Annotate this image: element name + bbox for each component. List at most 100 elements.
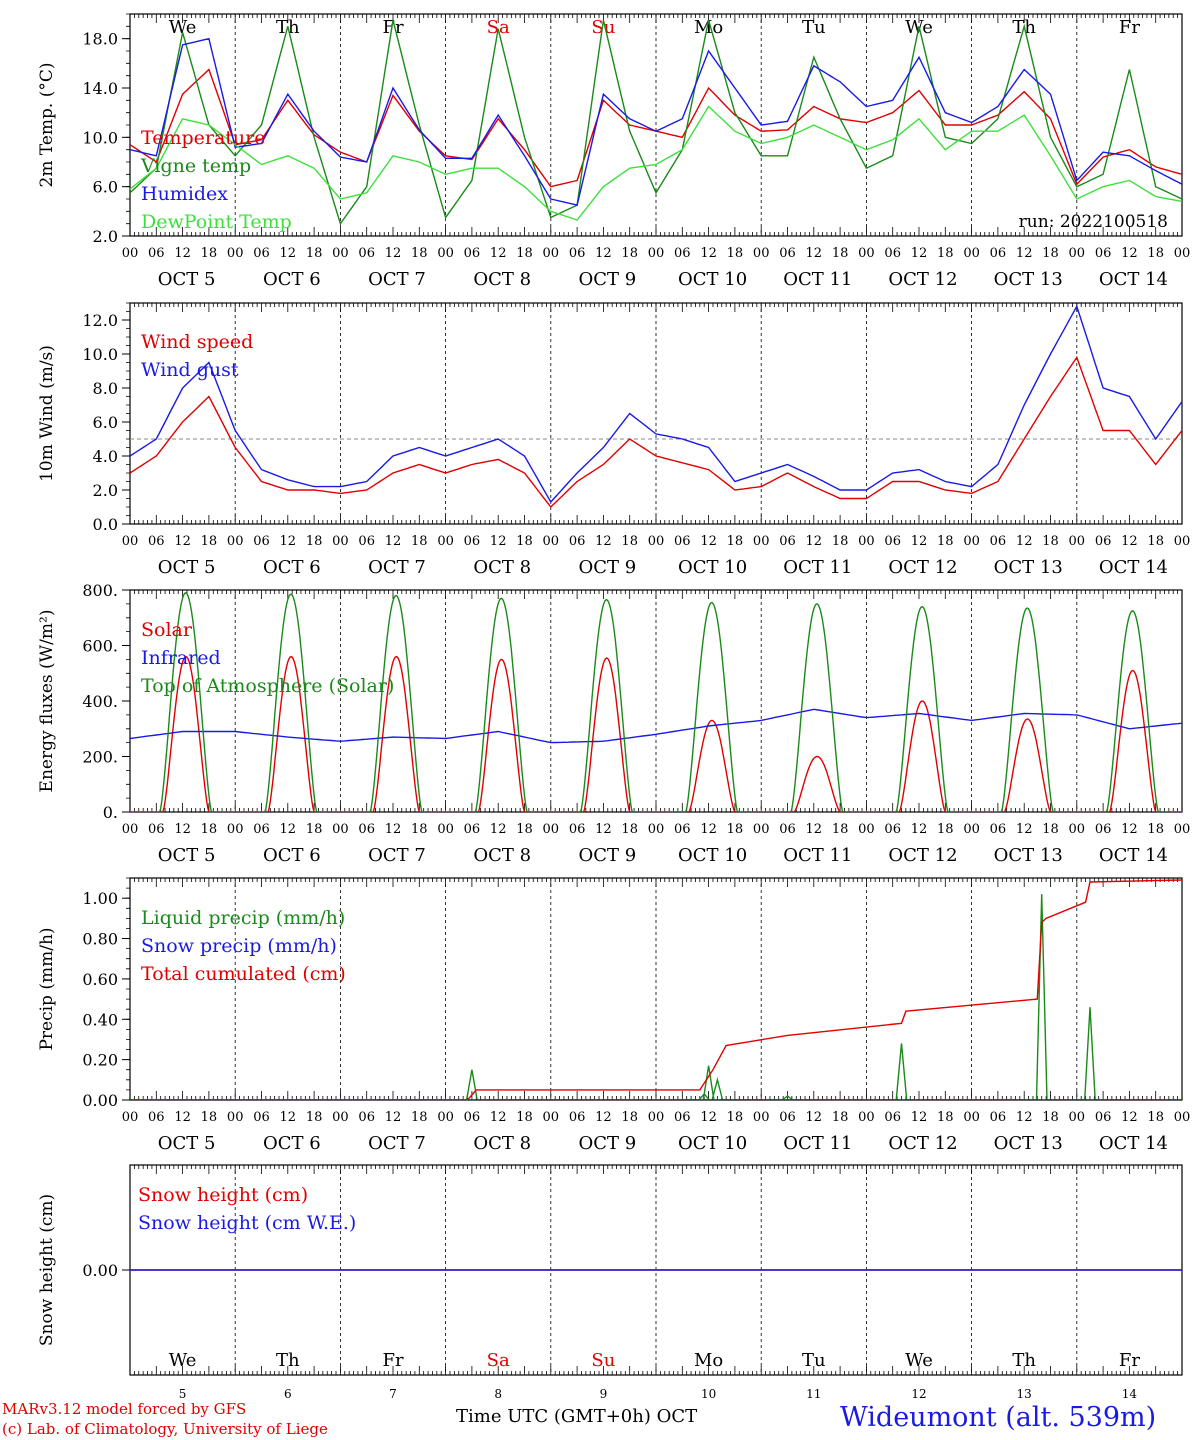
legend-entry: Vigne temp [140, 155, 251, 177]
hour-tick-label: 06 [148, 1110, 165, 1125]
hour-tick-label: 00 [332, 822, 349, 837]
weekday-label: Fr [1119, 17, 1140, 38]
hour-tick-label: 06 [569, 822, 586, 837]
hour-tick-label: 00 [1069, 1110, 1086, 1125]
hour-tick-label: 06 [779, 534, 796, 549]
y-tick-label: 800. [82, 581, 118, 600]
series-group [130, 20, 1182, 226]
hour-tick-label: 12 [1121, 246, 1138, 261]
hour-tick-label: 06 [148, 534, 165, 549]
hour-tick-label: 12 [806, 1110, 823, 1125]
y-tick-label: 600. [82, 637, 118, 656]
date-label: OCT 5 [158, 557, 216, 578]
hour-tick-label: 06 [464, 534, 481, 549]
hour-tick-label: 00 [963, 822, 980, 837]
hour-tick-label: 18 [306, 534, 323, 549]
credit-model: MARv3.12 model forced by GFS [2, 1400, 247, 1418]
hour-tick-label: 18 [727, 534, 744, 549]
weekday-label: Mo [694, 1350, 723, 1371]
date-label: OCT 8 [473, 1133, 531, 1154]
legend-entry: DewPoint Temp [141, 211, 292, 233]
date-label: OCT 9 [579, 1133, 637, 1154]
hour-tick-label: 00 [1069, 822, 1086, 837]
date-label: OCT 14 [1099, 557, 1168, 578]
weekday-label: Sa [487, 17, 510, 38]
weekday-label: Su [591, 1350, 615, 1371]
date-label: OCT 6 [263, 557, 321, 578]
hour-tick-label: 00 [858, 534, 875, 549]
y-minor-ticks [126, 302, 130, 525]
hour-tick-label: 12 [595, 246, 612, 261]
date-label: OCT 13 [994, 269, 1063, 290]
hour-tick-label: 18 [201, 822, 218, 837]
hour-tick-label: 00 [753, 534, 770, 549]
series-line-humidex [130, 37, 1182, 207]
hour-tick-label: 18 [306, 822, 323, 837]
weekday-label: Th [276, 1350, 300, 1371]
hour-tick-label: 06 [1095, 246, 1112, 261]
date-label: OCT 8 [473, 269, 531, 290]
y-tick-label: 2.0 [93, 481, 118, 500]
station-name: Wideumont (alt. 539m) [840, 1402, 1157, 1433]
hour-tick-label: 12 [806, 822, 823, 837]
hour-tick-label: 06 [253, 822, 270, 837]
panel-5: 0.00 Snow height (cm) We Th Fr Sa Su Mo Tu We Th Fr… [37, 1164, 1183, 1401]
hour-tick-label: 18 [411, 534, 428, 549]
legend-entry: Humidex [141, 183, 228, 205]
hour-tick-label: 06 [1095, 1110, 1112, 1125]
y-tick-label: 1.00 [82, 889, 118, 908]
y-tick-label: 10.0 [82, 345, 118, 364]
hour-tick-label: 06 [148, 822, 165, 837]
hour-tick-label: 12 [385, 246, 402, 261]
series-line-top-of-atmosphere-solar [130, 591, 1182, 812]
hour-tick-label: 06 [884, 534, 901, 549]
date-label: OCT 5 [158, 845, 216, 866]
day-number-label: 9 [600, 1387, 608, 1401]
hour-tick-label: 12 [911, 822, 928, 837]
hour-tick-label: 00 [122, 246, 139, 261]
y-tick-label: 4.0 [93, 447, 118, 466]
y-tick-label: 2.0 [93, 227, 118, 246]
hour-tick-label: 00 [858, 822, 875, 837]
day-number-label: 6 [284, 1387, 292, 1401]
weekday-label: We [169, 17, 197, 38]
hour-tick-label: 00 [543, 822, 560, 837]
hour-tick-label: 18 [1042, 1110, 1059, 1125]
day-number-label: 14 [1122, 1387, 1138, 1401]
y-tick-label: 0.40 [82, 1010, 118, 1029]
hour-tick-label: 12 [490, 1110, 507, 1125]
hour-tick-label: 12 [1016, 1110, 1033, 1125]
hour-tick-label: 18 [832, 822, 849, 837]
day-number-label: 10 [701, 1387, 716, 1401]
weekday-label: We [905, 1350, 933, 1371]
series-group [130, 304, 1182, 509]
hour-tick-label: 00 [1174, 822, 1191, 837]
hour-tick-label: 00 [858, 1110, 875, 1125]
date-label: OCT 13 [994, 1133, 1063, 1154]
y-tick-label: 14.0 [82, 79, 118, 98]
hour-tick-label: 12 [911, 534, 928, 549]
series-line-infrared [130, 708, 1182, 744]
hour-tick-label: 00 [1069, 534, 1086, 549]
date-label: OCT 12 [888, 269, 957, 290]
hour-tick-label: 12 [490, 246, 507, 261]
hour-tick-label: 18 [1042, 822, 1059, 837]
weekday-label: Mo [694, 17, 723, 38]
legend-entry: Total cumulated (cm) [141, 963, 346, 985]
legend-entry: Liquid precip (mm/h) [141, 907, 345, 929]
hour-tick-label: 06 [464, 1110, 481, 1125]
series-group [130, 879, 1182, 1100]
y-axis-label: Precip (mm/h) [37, 927, 57, 1050]
hour-tick-label: 12 [806, 534, 823, 549]
day-number-label: 5 [179, 1387, 187, 1401]
hour-tick-label: 06 [253, 1110, 270, 1125]
date-label: OCT 11 [783, 269, 852, 290]
time-ticks [129, 14, 1183, 236]
hour-tick-label: 12 [174, 822, 191, 837]
hour-tick-label: 06 [779, 822, 796, 837]
hour-tick-label: 06 [674, 822, 691, 837]
run-annotation: run: 2022100518 [1019, 212, 1168, 232]
hour-tick-label: 06 [569, 1110, 586, 1125]
y-minor-ticks [126, 589, 130, 813]
